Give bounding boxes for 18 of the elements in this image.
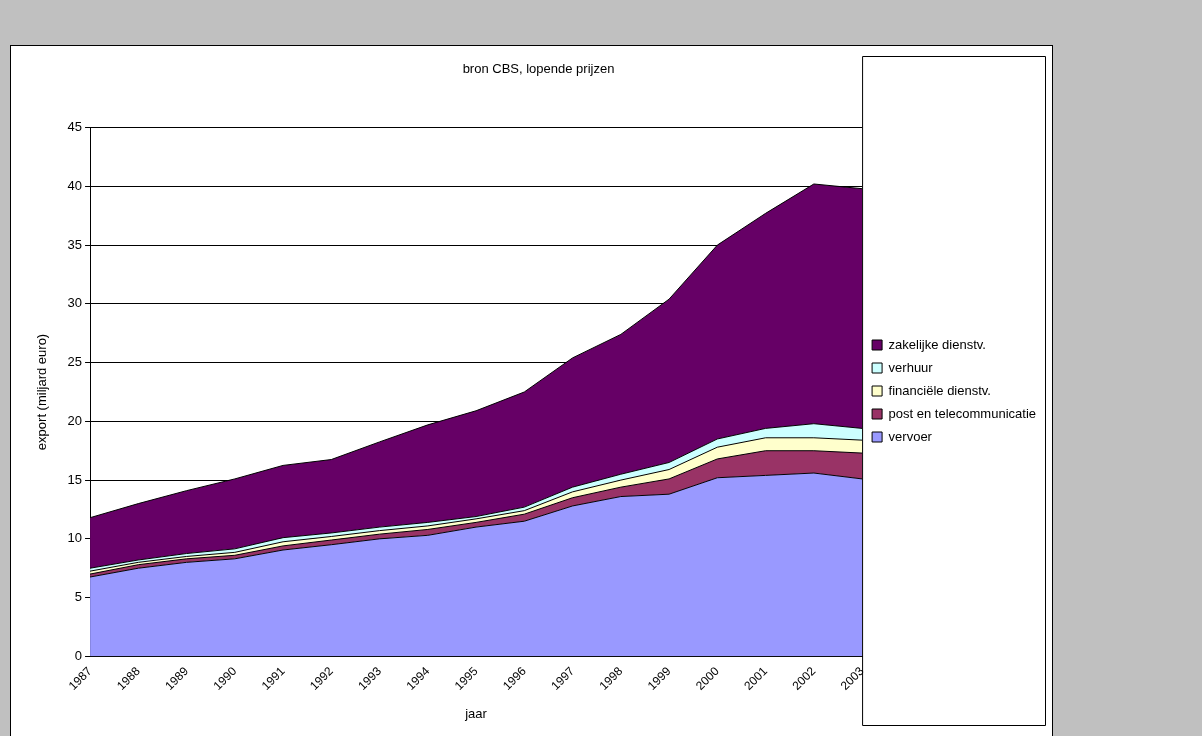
legend-label: zakelijke dienstv. — [888, 336, 986, 352]
y-axis-title: export (miljard euro) — [34, 333, 50, 451]
chart-title: bron CBS, lopende prijzen — [462, 61, 615, 77]
y-tick-label: 40 — [67, 177, 83, 193]
y-tick-label: 45 — [67, 119, 83, 135]
y-tick-label: 20 — [67, 412, 83, 428]
y-tick-label: 30 — [67, 295, 83, 311]
legend-label: post en telecommunicatie — [888, 405, 1037, 421]
y-tick-label: 10 — [67, 530, 83, 546]
y-tick-label: 0 — [74, 647, 83, 663]
x-axis-title: jaar — [464, 705, 488, 721]
y-tick-label: 25 — [67, 354, 83, 370]
legend-label: vervoer — [888, 428, 933, 444]
y-tick-label: 15 — [67, 471, 83, 487]
legend-label: verhuur — [888, 359, 934, 375]
legend-label: financiële dienstv. — [888, 382, 991, 398]
y-tick-label: 5 — [74, 589, 83, 605]
y-tick-label: 35 — [67, 236, 83, 252]
